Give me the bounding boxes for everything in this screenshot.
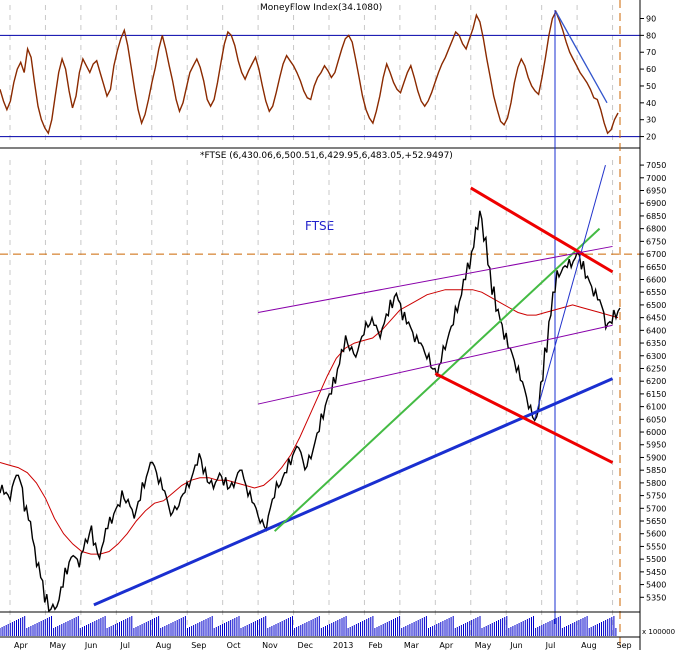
- x-tick-label: Jun: [509, 641, 523, 650]
- trendline: [434, 372, 614, 464]
- trendline: [273, 227, 601, 532]
- price-y-tick-label: 6150: [646, 390, 666, 399]
- mfi-panel: MoneyFlow Index(34.1080) 20 30 40 50 60 70 80 9…: [0, 3, 656, 149]
- x-tick-label: May: [49, 641, 66, 650]
- price-y-tick-label: 5450: [646, 568, 666, 577]
- x-tick-label: Mar: [404, 641, 420, 650]
- volume-bars: [0, 616, 617, 636]
- x-tick-label: Nov: [262, 641, 278, 650]
- moving-average-line: [0, 289, 619, 555]
- price-y-tick-label: 6600: [646, 275, 666, 284]
- trendline: [93, 377, 614, 607]
- x-tick-label: Sep: [617, 641, 632, 650]
- mfi-reference-lines: [0, 34, 640, 138]
- x-tick-label: Aug: [156, 641, 172, 650]
- price-y-tick-label: 5650: [646, 517, 666, 526]
- price-y-tick-label: 5750: [646, 492, 666, 501]
- trendlines: [93, 164, 614, 607]
- x-tick-label: Feb: [368, 641, 382, 650]
- x-tick-label: Jun: [84, 641, 98, 650]
- mfi-series-line: [0, 10, 619, 135]
- price-y-tick-label: 6700: [646, 250, 666, 259]
- x-tick-label: Aug: [581, 641, 597, 650]
- price-y-axis: 5350 5400 5450 5500 5550 5600 5650 5700 5750 5800…: [640, 161, 666, 602]
- x-tick-label: Oct: [227, 641, 241, 650]
- price-y-tick-label: 6050: [646, 415, 666, 424]
- x-tick-label: Jul: [119, 641, 130, 650]
- price-y-tick-label: 5350: [646, 593, 666, 602]
- price-y-tick-label: 6300: [646, 352, 666, 361]
- price-y-tick-label: 6900: [646, 199, 666, 208]
- price-y-tick-label: 5900: [646, 453, 666, 462]
- price-y-tick-label: 6450: [646, 314, 666, 323]
- ftse-label: FTSE: [305, 219, 334, 233]
- price-y-tick-label: 5500: [646, 555, 666, 564]
- x-tick-label: Apr: [14, 641, 29, 650]
- price-y-tick-label: 7050: [646, 161, 666, 170]
- price-y-tick-label: 6750: [646, 237, 666, 246]
- trendline: [258, 324, 613, 405]
- price-y-tick-label: 6400: [646, 326, 666, 335]
- price-y-tick-label: 7000: [646, 174, 666, 183]
- mfi-title: MoneyFlow Index(34.1080): [260, 3, 382, 13]
- price-y-tick-label: 5600: [646, 530, 666, 539]
- mfi-y-tick-label: 80: [646, 31, 656, 40]
- mfi-y-tick-label: 20: [646, 133, 656, 142]
- price-y-tick-label: 6350: [646, 339, 666, 348]
- price-y-tick-label: 6100: [646, 403, 666, 412]
- x-tick-label: Dec: [298, 641, 313, 650]
- price-y-tick-label: 6500: [646, 301, 666, 310]
- price-y-tick-label: 6850: [646, 212, 666, 221]
- x-axis: Apr May Jun Jul Aug Sep Oct Nov Dec 2013 Feb Mar Apr…: [14, 641, 632, 650]
- volume-axis-label: x 100000: [642, 628, 675, 636]
- mfi-y-tick-label: 40: [646, 99, 656, 108]
- mfi-y-axis: 20 30 40 50 60 70 80 90: [640, 14, 656, 142]
- x-tick-label: 2013: [333, 641, 353, 650]
- x-tick-label: May: [475, 641, 492, 650]
- x-tick-label: Jul: [545, 641, 556, 650]
- mfi-y-tick-label: 60: [646, 65, 656, 74]
- mfi-trend-line: [555, 11, 608, 104]
- x-tick-label: Apr: [439, 641, 454, 650]
- volume-panel: x 100000: [0, 611, 675, 636]
- price-y-tick-label: 5700: [646, 504, 666, 513]
- trendline: [470, 186, 614, 274]
- price-y-tick-label: 6800: [646, 225, 666, 234]
- price-y-tick-label: 5850: [646, 466, 666, 475]
- trendline: [258, 245, 613, 314]
- price-series-line: [0, 210, 621, 613]
- price-y-tick-label: 5800: [646, 479, 666, 488]
- x-tick-label: Sep: [191, 641, 206, 650]
- price-y-tick-label: 6650: [646, 263, 666, 272]
- price-y-tick-label: 6550: [646, 288, 666, 297]
- price-y-tick-label: 6250: [646, 364, 666, 373]
- price-y-tick-label: 6000: [646, 428, 666, 437]
- price-y-tick-label: 5400: [646, 581, 666, 590]
- mfi-y-tick-label: 70: [646, 48, 656, 57]
- mfi-y-tick-label: 30: [646, 116, 656, 125]
- trendline: [534, 164, 606, 420]
- mfi-gridlines: [9, 5, 614, 145]
- mfi-y-tick-label: 90: [646, 14, 656, 23]
- price-y-tick-label: 5950: [646, 441, 666, 450]
- mfi-y-tick-label: 50: [646, 82, 656, 91]
- price-y-tick-label: 6950: [646, 187, 666, 196]
- price-title: *FTSE (6,430.06,6,500.51,6,429.95,6,483.…: [200, 151, 453, 161]
- price-y-tick-label: 5550: [646, 542, 666, 551]
- price-y-tick-label: 6200: [646, 377, 666, 386]
